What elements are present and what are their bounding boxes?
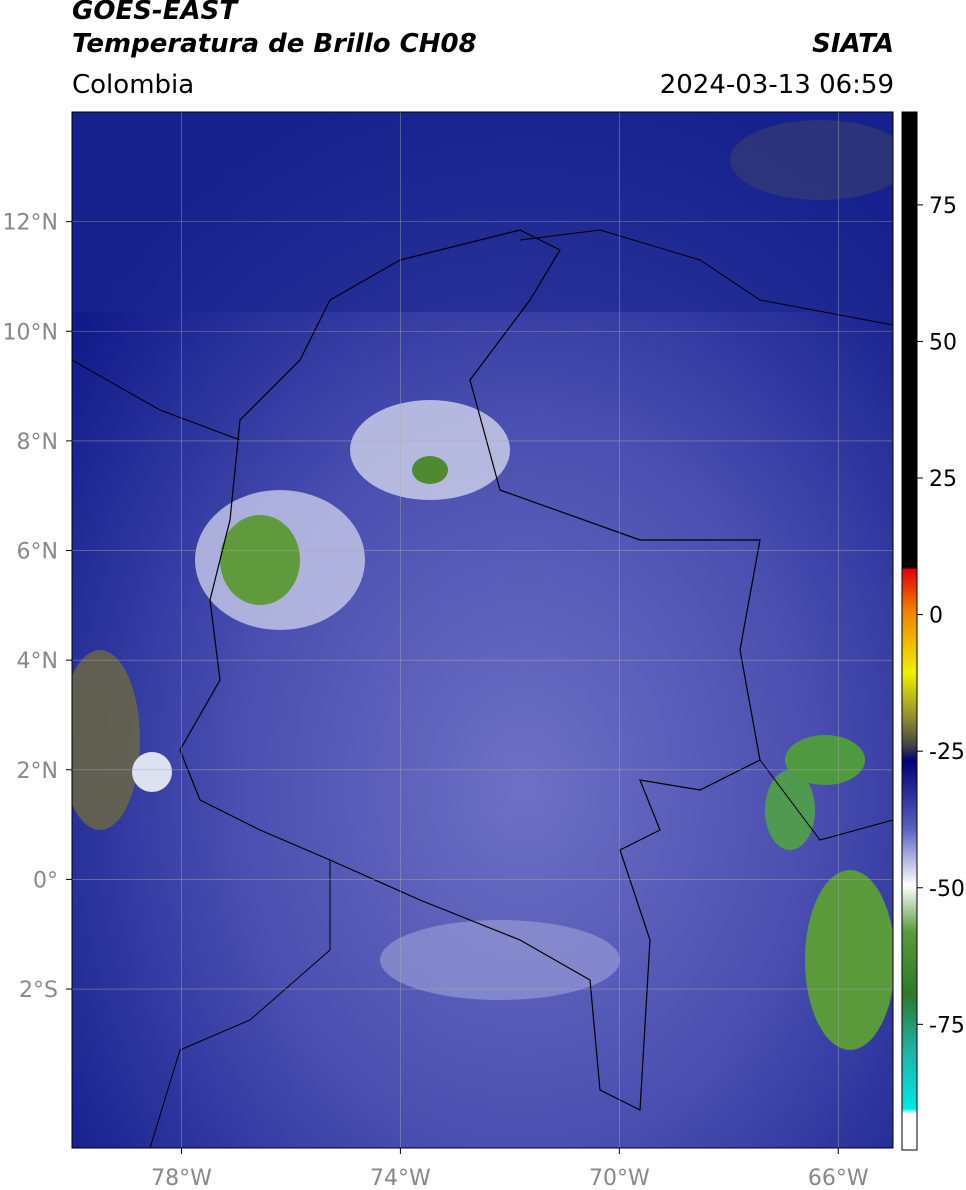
y-tick-label: 2°S (19, 978, 58, 1003)
x-tick-label: 74°W (370, 1166, 431, 1190)
y-tick-label: 8°N (17, 430, 58, 455)
satellite-image (72, 112, 893, 1148)
y-tick-label: 4°N (17, 649, 58, 674)
x-tick-label: 78°W (151, 1166, 212, 1190)
colorbar-tick-label: 50 (929, 330, 957, 355)
y-tick-label: 6°N (17, 540, 58, 565)
colorbar-tick-label: -75 (929, 1013, 965, 1038)
y-tick-label: 12°N (3, 211, 58, 236)
datetime: 2024-03-13 06:59 (659, 70, 894, 100)
y-tick-label: 2°N (17, 759, 58, 784)
y-tick-label: 0° (33, 868, 58, 893)
colorbar (901, 111, 918, 1151)
colorbar-tick-label: 75 (929, 194, 957, 219)
x-tick-label: 70°W (589, 1166, 650, 1190)
title-line1: GOES-EAST (72, 0, 238, 26)
colorbar-tick-label: -50 (929, 877, 965, 902)
source: SIATA (812, 29, 894, 59)
title-line2: Temperatura de Brillo CH08 (72, 29, 477, 59)
colorbar-tick-label: 25 (929, 467, 957, 492)
map-frame (71, 111, 894, 1149)
y-tick-label: 10°N (3, 320, 58, 345)
colorbar-tick-label: 0 (929, 604, 943, 629)
x-tick-label: 66°W (808, 1166, 869, 1190)
region: Colombia (72, 70, 195, 100)
colorbar-tick-label: -25 (929, 740, 965, 765)
